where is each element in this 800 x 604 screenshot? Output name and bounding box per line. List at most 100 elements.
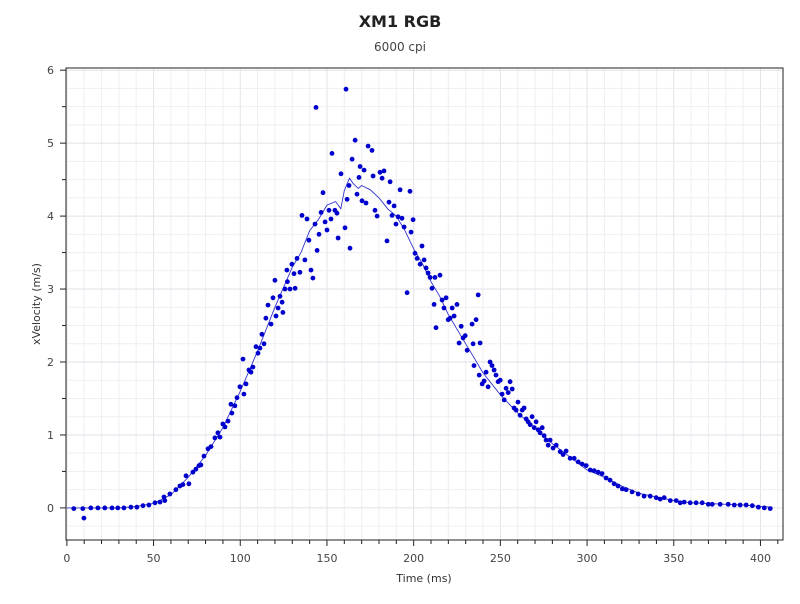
data-point [677,500,683,506]
data-point [560,452,566,457]
data-point [240,356,246,362]
data-point [513,407,519,413]
data-point [456,340,462,346]
data-point [389,213,395,218]
data-point [547,437,553,443]
axis-ticks: 0 50 100 150 200 250 300 350 400 0 1 2 3 4 5 6 [47,64,779,565]
data-point [157,499,163,505]
data-point [273,313,279,319]
data-point [493,372,499,378]
data-point [190,469,196,475]
data-point [217,434,223,440]
data-point [579,461,585,467]
data-point [641,493,647,499]
data-point [575,459,581,465]
data-point [737,502,743,508]
smoothed-line [66,177,773,509]
data-point [372,207,378,213]
data-point [529,414,535,420]
data-point [447,315,453,321]
x-tick-label: 50 [147,552,161,565]
data-point [667,498,673,503]
data-point [328,216,334,222]
data-point [384,238,390,244]
data-point [255,350,261,356]
data-point [292,285,298,291]
data-point [583,463,589,468]
data-point [399,215,405,221]
data-point [567,455,573,461]
data-point [462,333,468,339]
data-point [322,219,328,225]
data-point [469,321,475,327]
data-point [81,515,87,521]
data-point [302,257,308,263]
chart-title: XM1 RGB [359,12,442,31]
data-point [709,501,715,507]
data-point [128,504,134,510]
data-point [393,221,399,227]
data-point [121,505,127,511]
data-point [198,462,204,468]
data-point [553,442,559,448]
y-tick-label: 2 [47,356,54,369]
data-point [161,494,167,500]
data-point [352,137,358,143]
data-point [354,191,360,197]
gridlines [66,68,783,540]
data-point [343,86,349,92]
data-point [229,410,235,416]
data-point [647,493,653,499]
data-point [477,340,483,346]
data-point [349,156,355,162]
data-point [611,481,617,487]
data-point [623,487,629,493]
data-point [557,449,563,455]
data-point [425,270,431,276]
data-point [591,468,597,474]
x-tick-label: 250 [490,552,511,565]
data-point [437,272,443,278]
data-point [347,245,353,251]
data-point [225,418,231,424]
data-point [80,506,86,511]
data-point [483,369,489,375]
data-point [386,199,392,205]
data-point [329,151,335,156]
data-point [441,305,447,311]
data-point [693,500,699,506]
data-point [505,390,511,395]
data-point [681,499,687,505]
data-point [284,267,290,273]
data-point [253,344,259,350]
data-point [201,453,207,459]
data-point [404,290,410,296]
data-point [261,341,267,347]
data-point [379,175,385,181]
data-point [308,267,314,273]
x-tick-label: 300 [577,552,598,565]
data-point [259,331,265,337]
data-point [297,269,303,275]
data-point [427,275,433,280]
data-point [541,433,547,439]
data-point [88,505,94,511]
x-tick-label: 350 [663,552,684,565]
data-point [377,169,383,175]
data-point [717,501,723,507]
data-point [515,399,521,405]
data-point [173,487,179,493]
y-tick-label: 3 [47,283,54,296]
y-tick-label: 6 [47,64,54,77]
data-point [334,210,340,216]
data-point [539,425,545,431]
data-point [279,299,285,305]
data-point [410,217,416,223]
data-point [140,503,146,509]
data-point [369,148,375,153]
data-point [507,379,513,385]
data-point [476,372,482,378]
data-point [531,425,537,431]
data-point [471,363,477,368]
